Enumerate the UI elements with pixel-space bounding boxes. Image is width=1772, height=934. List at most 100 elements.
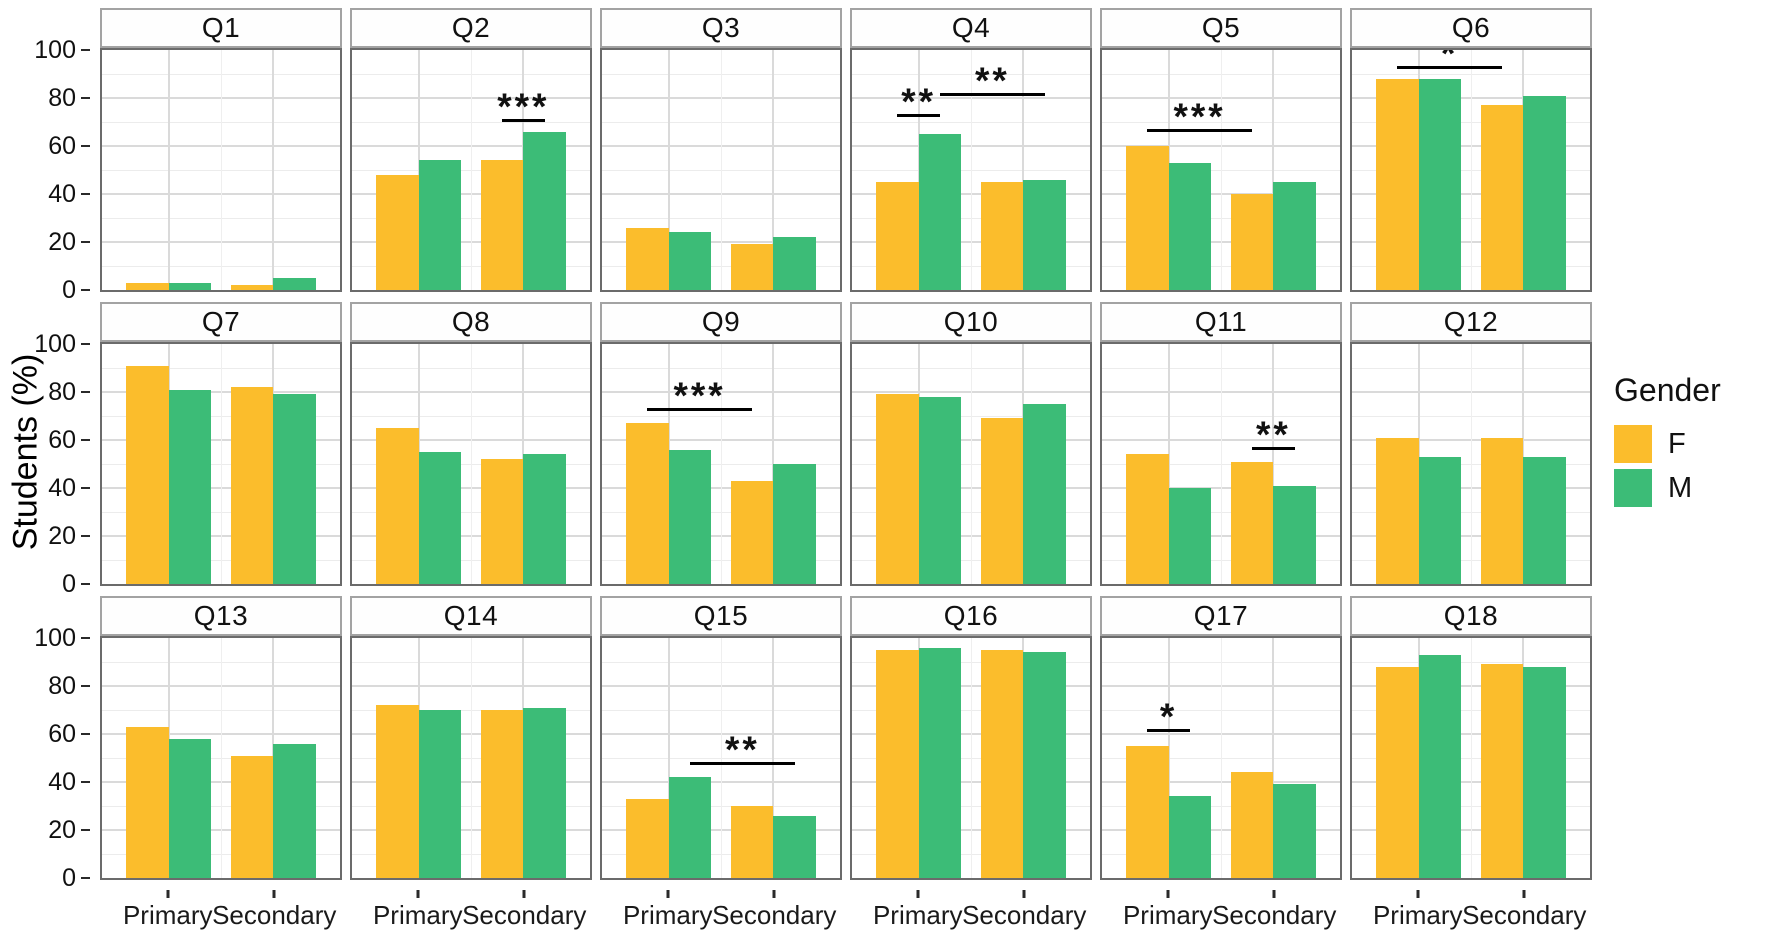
gridline-vertical — [1167, 344, 1170, 584]
gridline-vertical — [721, 344, 722, 584]
facet-panel: Q6 * — [1350, 8, 1592, 292]
gridline-vertical — [1022, 50, 1025, 290]
bar-primary-m — [1418, 456, 1462, 584]
facet-strip: Q12 — [1350, 302, 1592, 342]
x-axis-row: Primary Secondary Primary Secondary Primary S… — [0, 890, 1772, 934]
plot-area — [350, 342, 592, 586]
gridline-vertical — [1471, 638, 1472, 878]
facet-title: Q8 — [451, 306, 491, 337]
x-tick-label: Primary — [122, 900, 213, 930]
gridline-vertical — [1221, 638, 1222, 878]
facet-panel: Q10 — [850, 302, 1092, 586]
facet-strip: Q17 — [1100, 596, 1342, 636]
x-axis: Primary Secondary — [100, 890, 342, 934]
gridline-vertical — [1167, 638, 1170, 878]
bar-primary-f — [375, 428, 419, 584]
bar-primary-f — [875, 182, 919, 290]
gridline-vertical — [1221, 344, 1222, 584]
plot-area: * — [1100, 636, 1342, 880]
bar-secondary-m — [773, 815, 817, 878]
gridline-vertical — [221, 638, 222, 878]
bar-primary-m — [1168, 488, 1212, 584]
bar-primary-f — [1375, 437, 1419, 584]
legend-label: M — [1668, 471, 1693, 504]
x-tick-label: Secondary — [1462, 900, 1587, 930]
legend-item: M — [1614, 469, 1721, 507]
plot-area: ** — [600, 636, 842, 880]
gridline-vertical — [971, 50, 972, 290]
facet-strip: Q9 — [600, 302, 842, 342]
gridline-vertical — [1272, 344, 1275, 584]
bar-secondary-m — [273, 394, 317, 584]
facet-panel: Q3 — [600, 8, 842, 292]
y-tick-mark — [81, 685, 90, 687]
facet-panel: Q7 — [100, 302, 342, 586]
bar-primary-m — [168, 282, 212, 290]
bar-secondary-f — [1480, 105, 1524, 290]
plot-area — [1350, 636, 1592, 880]
significance-stars: *** — [673, 375, 726, 417]
y-tick-mark — [81, 97, 90, 99]
y-tick-mark — [81, 877, 90, 879]
y-tick-label: 80 — [48, 672, 76, 700]
y-tick-mark — [81, 49, 90, 51]
bar-secondary-f — [730, 244, 774, 290]
plot-area — [100, 342, 342, 586]
bar-primary-m — [1168, 796, 1212, 878]
significance-stars: *** — [497, 86, 550, 127]
bar-secondary-f — [230, 285, 274, 290]
significance-stars: * — [1159, 695, 1178, 737]
x-tick-mark — [916, 890, 920, 898]
bar-secondary-f — [1230, 194, 1274, 290]
bar-secondary-m — [523, 707, 567, 878]
gridline-vertical — [1272, 50, 1275, 290]
gridline-vertical — [721, 50, 722, 290]
bar-secondary-f — [230, 755, 274, 878]
facet-row: 0 20 40 60 80 100 Q13 Q14 Q15 ** Q16 Q17 * Q18 — [0, 596, 1772, 891]
bar-secondary-m — [273, 743, 317, 878]
facet-strip: Q3 — [600, 8, 842, 48]
facet-panel: Q15 ** — [600, 596, 842, 880]
y-tick-mark — [81, 535, 90, 537]
facet-panel: Q16 — [850, 596, 1092, 880]
legend-swatch-f — [1614, 425, 1652, 463]
facet-panel: Q14 — [350, 596, 592, 880]
x-tick-mark — [272, 890, 276, 898]
y-tick-label: 0 — [62, 570, 76, 598]
bar-secondary-m — [523, 131, 567, 290]
facet-title: Q5 — [1201, 12, 1241, 43]
bar-secondary-f — [1480, 664, 1524, 878]
bar-primary-m — [918, 396, 962, 584]
facet-panel: Q2 *** — [350, 8, 592, 292]
y-tick-mark — [81, 391, 90, 393]
gridline-vertical — [471, 344, 472, 584]
facet-strip: Q5 — [1100, 8, 1342, 48]
facet-strip: Q4 — [850, 8, 1092, 48]
bar-secondary-f — [980, 182, 1024, 290]
facet-title: Q6 — [1451, 12, 1491, 43]
bar-primary-m — [918, 134, 962, 290]
bar-primary-m — [668, 232, 712, 290]
y-tick-mark — [81, 145, 90, 147]
facet-strip: Q14 — [350, 596, 592, 636]
bar-secondary-m — [773, 464, 817, 584]
bar-primary-f — [375, 174, 419, 290]
bar-primary-m — [668, 777, 712, 878]
bar-primary-m — [668, 449, 712, 584]
facet-strip: Q7 — [100, 302, 342, 342]
facet-title: Q17 — [1193, 600, 1249, 631]
plot-area — [100, 48, 342, 292]
plot-area — [600, 48, 842, 292]
y-tick-label: 80 — [48, 84, 76, 112]
y-axis: 0 20 40 60 80 100 — [0, 302, 92, 597]
bar-secondary-f — [980, 418, 1024, 584]
y-tick-label: 0 — [62, 276, 76, 304]
bar-primary-m — [418, 160, 462, 290]
x-tick-mark — [772, 890, 776, 898]
y-tick-label: 20 — [48, 522, 76, 550]
significance-stars: ** — [725, 729, 760, 771]
y-tick-label: 100 — [34, 330, 76, 358]
gridline-vertical — [1272, 638, 1275, 878]
